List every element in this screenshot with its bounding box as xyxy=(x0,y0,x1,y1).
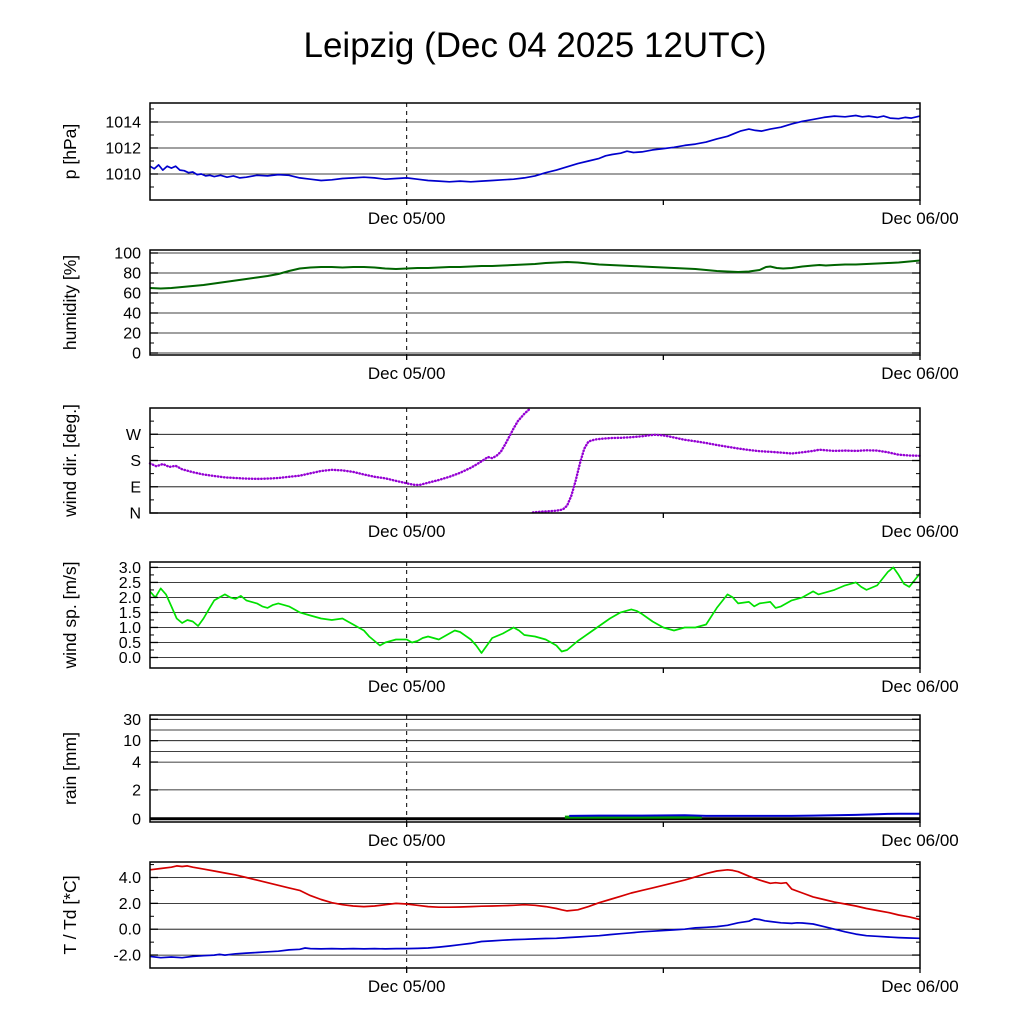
x-tick-label: Dec 05/00 xyxy=(368,209,446,228)
series-pressure xyxy=(149,114,921,183)
chart-title: Leipzig (Dec 04 2025 12UTC) xyxy=(303,26,767,65)
y-tick-label: 30 xyxy=(123,712,141,729)
y-axis-title: T / Td [*C] xyxy=(60,875,80,954)
x-tick-label: Dec 06/00 xyxy=(881,977,959,996)
x-tick-label: Dec 05/00 xyxy=(368,677,446,696)
y-axis-title: rain [mm] xyxy=(60,732,80,805)
y-tick-label: 10 xyxy=(123,733,141,750)
series-wind-speed xyxy=(149,566,921,654)
y-tick-label: W xyxy=(126,427,142,444)
y-tick-label: 0.0 xyxy=(119,922,141,939)
x-tick-label: Dec 06/00 xyxy=(881,364,959,383)
y-tick-label: 4 xyxy=(132,755,141,772)
y-tick-label: 3.0 xyxy=(119,560,141,577)
series-wind-direction xyxy=(148,406,532,487)
x-tick-label: Dec 06/00 xyxy=(881,831,959,850)
y-tick-label: 1.0 xyxy=(119,620,141,637)
y-tick-label: 2 xyxy=(132,782,141,799)
series-temperature xyxy=(149,865,921,921)
panel-border xyxy=(149,102,921,201)
x-tick-label: Dec 05/00 xyxy=(368,522,446,541)
y-tick-label: E xyxy=(130,479,141,496)
panel-border xyxy=(149,861,921,969)
y-tick-label: 0 xyxy=(132,346,141,363)
y-tick-label: 1010 xyxy=(105,166,141,183)
y-tick-label: -2.0 xyxy=(113,948,141,965)
y-tick-label: N xyxy=(129,506,141,523)
series-humidity xyxy=(149,259,921,290)
series-rain-accumulated-blue xyxy=(569,812,920,817)
y-tick-label: 2.0 xyxy=(119,590,141,607)
x-tick-label: Dec 05/00 xyxy=(368,977,446,996)
x-tick-label: Dec 06/00 xyxy=(881,677,959,696)
y-tick-label: 80 xyxy=(123,266,141,283)
y-axis-title: humidity [%] xyxy=(60,255,80,350)
y-tick-label: 60 xyxy=(123,286,141,303)
y-tick-label: 100 xyxy=(114,246,141,263)
y-axis-title: wind dir. [deg.] xyxy=(60,404,80,518)
y-tick-label: S xyxy=(130,453,141,470)
panel-border xyxy=(149,561,921,669)
x-tick-label: Dec 05/00 xyxy=(368,364,446,383)
y-axis-title: p [hPa] xyxy=(60,124,80,179)
y-tick-label: 1012 xyxy=(105,140,141,157)
series-wind-direction xyxy=(531,433,922,514)
x-tick-label: Dec 06/00 xyxy=(881,209,959,228)
y-tick-label: 1.5 xyxy=(119,605,141,622)
y-tick-label: 40 xyxy=(123,306,141,323)
y-tick-label: 0 xyxy=(132,811,141,828)
x-tick-label: Dec 06/00 xyxy=(881,522,959,541)
y-tick-label: 20 xyxy=(123,326,141,343)
y-tick-label: 0.0 xyxy=(119,650,141,667)
y-axis-title: wind sp. [m/s] xyxy=(60,562,80,670)
y-tick-label: 1014 xyxy=(105,114,141,131)
y-tick-label: 2.5 xyxy=(119,575,141,592)
y-tick-label: 4.0 xyxy=(119,870,141,887)
x-tick-label: Dec 05/00 xyxy=(368,831,446,850)
y-tick-label: 2.0 xyxy=(119,896,141,913)
y-tick-label: 0.5 xyxy=(119,635,141,652)
series-dewpoint xyxy=(149,918,921,959)
panel-border xyxy=(149,714,921,823)
